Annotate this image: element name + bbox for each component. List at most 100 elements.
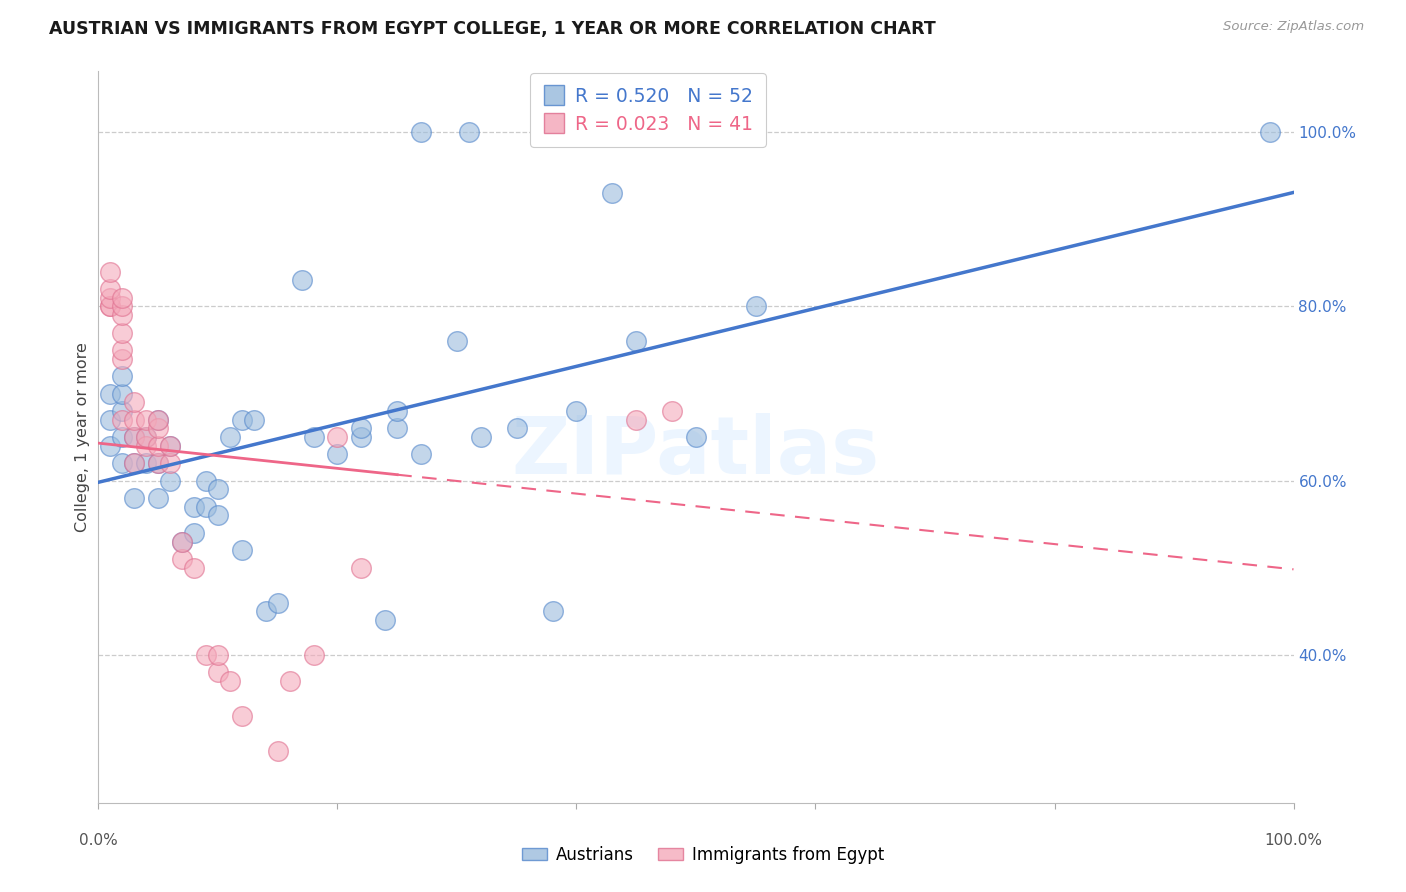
- Text: 100.0%: 100.0%: [1264, 833, 1323, 848]
- Point: [219, 430, 242, 444]
- Point: [350, 430, 373, 444]
- Point: [159, 474, 181, 488]
- Point: [194, 474, 218, 488]
- Point: [111, 291, 134, 305]
- Point: [124, 430, 146, 444]
- Point: [98, 300, 122, 314]
- Legend: R = 0.520   N = 52, R = 0.023   N = 41: R = 0.520 N = 52, R = 0.023 N = 41: [530, 73, 766, 147]
- Point: [326, 448, 349, 462]
- Point: [254, 604, 277, 618]
- Point: [350, 421, 373, 435]
- Point: [111, 456, 134, 470]
- Point: [124, 456, 146, 470]
- Point: [385, 421, 409, 435]
- Point: [457, 125, 479, 139]
- Point: [135, 430, 157, 444]
- Point: [470, 430, 492, 444]
- Point: [267, 743, 290, 757]
- Point: [302, 648, 325, 662]
- Point: [111, 326, 134, 340]
- Point: [506, 421, 529, 435]
- Point: [219, 673, 242, 688]
- Point: [135, 439, 157, 453]
- Point: [98, 291, 122, 305]
- Point: [541, 604, 564, 618]
- Legend: Austrians, Immigrants from Egypt: Austrians, Immigrants from Egypt: [516, 839, 890, 871]
- Point: [111, 430, 134, 444]
- Point: [124, 456, 146, 470]
- Point: [661, 404, 683, 418]
- Point: [411, 125, 433, 139]
- Point: [111, 369, 134, 384]
- Point: [194, 648, 218, 662]
- Point: [124, 412, 146, 426]
- Point: [135, 456, 157, 470]
- Point: [98, 265, 122, 279]
- Point: [159, 439, 181, 453]
- Point: [148, 412, 170, 426]
- Point: [194, 500, 218, 514]
- Point: [411, 448, 433, 462]
- Point: [374, 613, 396, 627]
- Point: [626, 334, 648, 349]
- Point: [159, 456, 181, 470]
- Point: [124, 430, 146, 444]
- Point: [183, 560, 205, 574]
- Point: [111, 386, 134, 401]
- Point: [98, 386, 122, 401]
- Point: [183, 500, 205, 514]
- Point: [446, 334, 468, 349]
- Point: [626, 412, 648, 426]
- Point: [745, 300, 768, 314]
- Point: [98, 282, 122, 296]
- Point: [98, 412, 122, 426]
- Point: [602, 125, 624, 139]
- Point: [290, 273, 312, 287]
- Point: [172, 552, 194, 566]
- Point: [207, 508, 229, 523]
- Point: [98, 300, 122, 314]
- Text: ZIPatlas: ZIPatlas: [512, 413, 880, 491]
- Point: [98, 439, 122, 453]
- Point: [148, 491, 170, 505]
- Point: [231, 543, 253, 558]
- Point: [350, 560, 373, 574]
- Point: [278, 673, 301, 688]
- Point: [385, 404, 409, 418]
- Point: [231, 412, 253, 426]
- Point: [111, 300, 134, 314]
- Point: [124, 491, 146, 505]
- Text: Source: ZipAtlas.com: Source: ZipAtlas.com: [1223, 20, 1364, 33]
- Point: [148, 456, 170, 470]
- Point: [111, 343, 134, 357]
- Point: [565, 404, 588, 418]
- Point: [124, 395, 146, 409]
- Point: [602, 186, 624, 201]
- Point: [183, 525, 205, 540]
- Point: [685, 430, 707, 444]
- Point: [159, 439, 181, 453]
- Point: [1258, 125, 1281, 139]
- Y-axis label: College, 1 year or more: College, 1 year or more: [75, 343, 90, 532]
- Point: [111, 308, 134, 322]
- Text: AUSTRIAN VS IMMIGRANTS FROM EGYPT COLLEGE, 1 YEAR OR MORE CORRELATION CHART: AUSTRIAN VS IMMIGRANTS FROM EGYPT COLLEG…: [49, 20, 936, 37]
- Point: [148, 439, 170, 453]
- Point: [231, 708, 253, 723]
- Point: [207, 665, 229, 680]
- Point: [172, 534, 194, 549]
- Point: [111, 412, 134, 426]
- Point: [207, 648, 229, 662]
- Point: [135, 412, 157, 426]
- Point: [111, 351, 134, 366]
- Text: 0.0%: 0.0%: [79, 833, 118, 848]
- Point: [267, 595, 290, 609]
- Point: [302, 430, 325, 444]
- Point: [148, 456, 170, 470]
- Point: [111, 404, 134, 418]
- Point: [135, 430, 157, 444]
- Point: [207, 483, 229, 497]
- Point: [172, 534, 194, 549]
- Point: [243, 412, 266, 426]
- Point: [148, 412, 170, 426]
- Point: [326, 430, 349, 444]
